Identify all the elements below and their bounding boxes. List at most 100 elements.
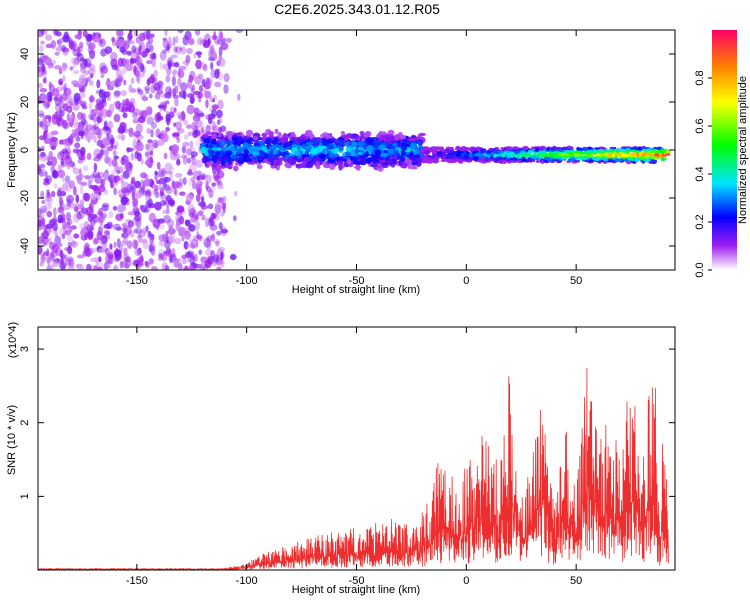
spectrogram-cell [149, 236, 154, 246]
spectrogram-cell [134, 56, 143, 66]
spectrogram-cell [61, 182, 68, 192]
spectrogram-cell [268, 131, 275, 136]
spectrogram-cell [231, 137, 239, 141]
spectrogram-cell [345, 151, 351, 157]
spectrogram-cell [471, 153, 475, 158]
spectrogram-cell [156, 180, 161, 185]
spectrogram-cell [110, 137, 115, 145]
spectrogram-cell [154, 201, 162, 211]
spectrogram-cell [574, 153, 580, 157]
spectrogram-cell [188, 208, 197, 216]
spectrogram-cell [53, 183, 58, 189]
spectrogram-cell [173, 181, 181, 189]
spectrogram-cell [161, 170, 166, 179]
spectrogram-cell [39, 87, 48, 93]
spectrogram-cell [150, 150, 154, 155]
spectrogram-cell [443, 158, 448, 162]
spectrogram-cell [216, 266, 222, 270]
spectrogram-cell [659, 149, 666, 154]
spectrogram-cell [145, 106, 153, 116]
spectrogram-cell [106, 91, 111, 97]
spectrogram-cell [351, 133, 359, 138]
spectrogram-cell [417, 140, 423, 147]
spectrogram-cell [359, 160, 367, 166]
spectrogram-cell [273, 137, 279, 142]
spectrogram-cell [365, 137, 374, 144]
spectrogram-cell [116, 30, 124, 37]
spectrogram-cell [110, 52, 118, 62]
spectrogram-cell [171, 144, 180, 154]
spectrogram-cell [277, 132, 282, 138]
spectrogram-cell [38, 153, 42, 161]
spectrogram-cell [153, 82, 161, 91]
spectrogram-cell [338, 163, 343, 171]
spectrogram-cell [146, 128, 151, 134]
spectrogram-cell [93, 162, 98, 173]
spectrogram-cell [78, 77, 86, 86]
spectrogram-cell [387, 129, 395, 136]
spectrogram-cell [203, 238, 211, 248]
spectrogram-cell [134, 248, 142, 257]
spectrogram-cell [61, 44, 67, 52]
spectrogram-cell [216, 158, 222, 165]
spectrogram-cell [74, 142, 81, 149]
spectrogram-cell [93, 265, 98, 270]
spectrogram-cell [67, 135, 74, 144]
spectrogram-cell [59, 196, 63, 207]
spectrogram-cell [420, 154, 426, 158]
spectrogram-cell [400, 151, 405, 157]
spectrogram-cell [161, 133, 169, 143]
spectrogram-cell [352, 160, 359, 165]
spectrogram-cell [76, 254, 85, 259]
spectrogram-cell [156, 111, 162, 122]
spectrogram-cell [71, 57, 77, 64]
spectrogram-cell [57, 206, 65, 214]
spectrogram-cell [44, 238, 49, 247]
spectrogram-cell [183, 240, 189, 250]
spectrogram-cell [589, 158, 594, 162]
spectrogram-cell [44, 57, 53, 66]
spectrogram-cell [412, 166, 418, 170]
spectrogram-cell [408, 155, 417, 161]
spectrogram-cell [62, 91, 68, 102]
spectrogram-cell [639, 156, 645, 161]
spectrogram-cell [73, 206, 79, 213]
spectrogram-cell [45, 223, 54, 229]
spectrogram-y-tick-label: -40 [19, 238, 31, 254]
spectrogram-cell [190, 87, 194, 93]
spectrogram-cell [197, 188, 201, 196]
spectrogram-cell [185, 148, 193, 155]
spectrogram-cell [190, 242, 196, 249]
spectrogram-cell [171, 76, 176, 86]
spectrogram-cell [195, 220, 200, 231]
spectrogram-cell [205, 217, 209, 228]
spectrogram-cell [216, 39, 224, 45]
spectrogram-cell [584, 150, 590, 154]
spectrogram-cell [643, 155, 650, 159]
spectrogram-y-tick-label: 20 [19, 96, 31, 108]
spectrogram-cell [212, 120, 216, 131]
spectrogram-cell [90, 192, 98, 200]
spectrogram-cell [53, 96, 58, 102]
spectrogram-cell [576, 146, 580, 151]
spectrogram-cell [205, 77, 210, 86]
spectrogram-cell [520, 150, 526, 153]
spectrogram-cell [45, 175, 53, 184]
spectrogram-cell [67, 246, 73, 255]
spectrogram-cell [197, 210, 204, 216]
spectrogram-cell [121, 181, 129, 189]
spectrogram-cell [136, 247, 142, 256]
spectrogram-cell [79, 168, 82, 176]
spectrogram-cell [113, 264, 119, 270]
spectrogram-cell [58, 139, 64, 145]
spectrogram-cell [86, 76, 91, 82]
spectrogram-cell [125, 63, 133, 72]
spectrogram-cell [133, 131, 141, 137]
spectrogram-cell [155, 222, 160, 231]
spectrogram-cell [102, 149, 109, 157]
spectrogram-cell [521, 153, 527, 157]
spectrogram-cell [135, 226, 142, 235]
spectrogram-cell [156, 139, 165, 146]
spectrogram-cell [569, 150, 575, 153]
spectrogram-cell [92, 238, 99, 245]
